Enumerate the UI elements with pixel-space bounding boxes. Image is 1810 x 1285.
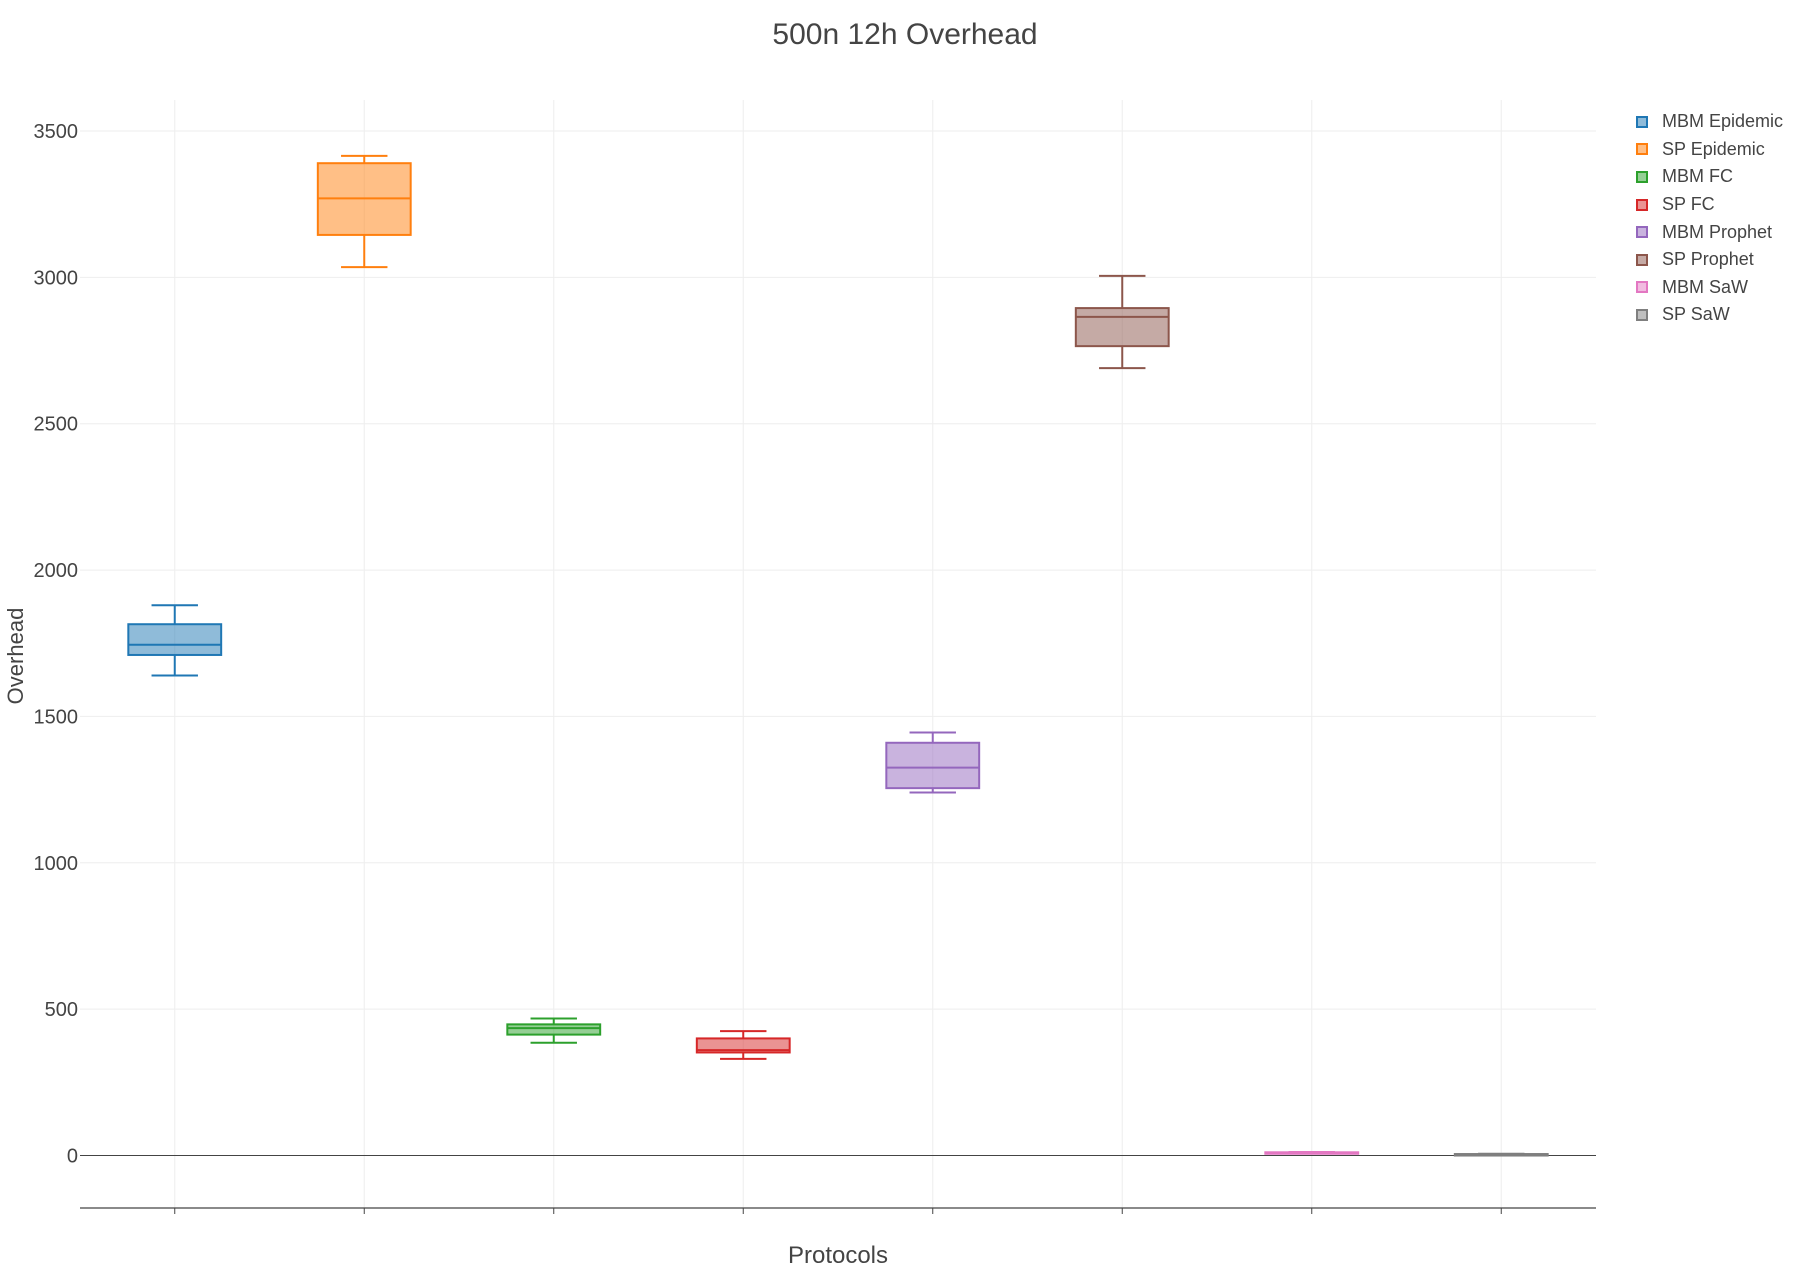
legend-swatch [1636, 281, 1648, 294]
legend-label: MBM Epidemic [1662, 111, 1784, 132]
y-tick-label: 3500 [34, 121, 79, 143]
iqr-box [127, 623, 223, 656]
legend-swatch [1636, 198, 1648, 211]
box-mbm-saw [1264, 1150, 1360, 1155]
legend-swatch [1636, 226, 1648, 239]
legend-label: MBM Prophet [1662, 221, 1773, 242]
chart-title: 500n 12h Overhead [772, 18, 1038, 51]
box-sp-epidemic [316, 154, 412, 269]
iqr-box [1074, 307, 1170, 348]
box-traces [127, 154, 1549, 1157]
legend-label: SP SaW [1662, 304, 1730, 325]
axes: 0 500 1000 1500 2000 2500 3000 3500 [34, 121, 1596, 1214]
y-axis-title: Overhead [3, 607, 28, 705]
legend-swatch [1636, 170, 1648, 183]
legend-swatch [1636, 115, 1648, 128]
x-axis-title: Protocols [787, 1242, 889, 1269]
legend-label: SP FC [1662, 194, 1715, 215]
legend-label: SP Epidemic [1662, 138, 1765, 159]
legend-item-mbm-prophet[interactable]: MBM Prophet [1636, 218, 1783, 246]
legend-item-mbm-saw[interactable]: MBM SaW [1636, 274, 1783, 302]
y-tick-label: 2000 [34, 560, 79, 582]
y-tick-label: 1000 [34, 853, 79, 875]
legend-swatch [1636, 308, 1648, 321]
box-mbm-prophet [885, 731, 981, 794]
legend-item-sp-fc[interactable]: SP FC [1636, 191, 1783, 219]
iqr-box [506, 1023, 602, 1036]
grid-lines [80, 100, 1596, 1208]
box-sp-fc [695, 1030, 791, 1060]
legend-item-mbm-fc[interactable]: MBM FC [1636, 163, 1783, 191]
y-tick-label: 3000 [34, 267, 79, 289]
y-tick-label: 0 [67, 1146, 78, 1168]
y-tick-label: 2500 [34, 414, 79, 436]
iqr-box [695, 1037, 791, 1054]
legend-item-sp-prophet[interactable]: SP Prophet [1636, 246, 1783, 274]
legend-label: MBM SaW [1662, 276, 1749, 297]
legend: MBM Epidemic SP Epidemic MBM FC SP FC MBM Pr… [1636, 108, 1783, 329]
legend-item-sp-saw[interactable]: SP SaW [1636, 301, 1783, 329]
legend-item-sp-epidemic[interactable]: SP Epidemic [1636, 136, 1783, 164]
y-tick-label: 1500 [34, 706, 79, 728]
box-sp-prophet [1074, 274, 1170, 370]
legend-swatch [1636, 143, 1648, 156]
box-sp-saw [1453, 1152, 1549, 1157]
box-mbm-fc [506, 1017, 602, 1044]
legend-label: SP Prophet [1662, 249, 1754, 270]
iqr-box [885, 741, 981, 790]
legend-swatch [1636, 253, 1648, 266]
box-mbm-epidemic [127, 604, 223, 677]
y-tick-label: 500 [45, 999, 78, 1021]
legend-label: MBM FC [1662, 166, 1733, 187]
legend-item-mbm-epidemic[interactable]: MBM Epidemic [1636, 108, 1783, 136]
